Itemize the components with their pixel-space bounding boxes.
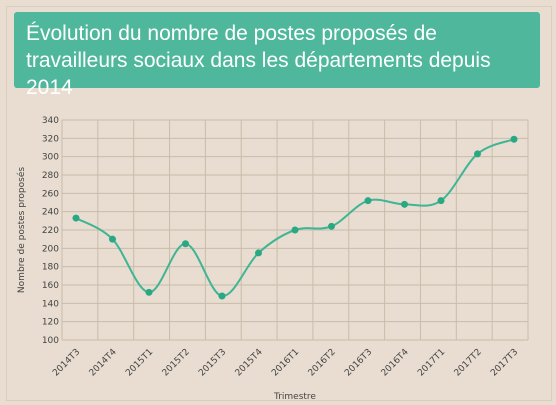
y-tick-label: 100 [42, 336, 59, 346]
y-tick-label: 280 [42, 171, 59, 181]
x-tick-label: 2016T3 [343, 347, 374, 378]
data-point [437, 197, 445, 205]
y-tick-label: 200 [42, 244, 59, 254]
x-tick-label: 2015T1 [124, 347, 155, 378]
data-point [364, 197, 372, 205]
data-point [401, 200, 408, 208]
series-points [72, 135, 518, 300]
x-tick-label: 2015T3 [197, 347, 228, 378]
y-tick-label: 240 [42, 208, 59, 218]
data-point [109, 235, 116, 243]
data-point [510, 135, 518, 143]
chart-title: Évolution du nombre de postes proposés d… [26, 22, 491, 99]
x-tick-label: 2016T1 [270, 347, 301, 378]
y-tick-label: 300 [42, 153, 59, 163]
title-banner: Évolution du nombre de postes proposés d… [14, 12, 540, 99]
x-tick-label: 2015T4 [234, 347, 265, 378]
data-point [145, 288, 153, 296]
x-axis-title: Trimestre [273, 392, 316, 402]
data-point [328, 222, 335, 230]
data-point [255, 249, 262, 257]
y-tick-label: 140 [42, 299, 59, 309]
chart-grid [61, 119, 529, 341]
y-tick-label: 260 [42, 189, 59, 199]
x-tick-label: 2017T1 [416, 347, 447, 378]
x-tick-label: 2016T2 [307, 347, 338, 378]
data-point [291, 226, 299, 234]
series-line [75, 138, 515, 297]
x-axis-ticks: 2014T3 2014T4 2015T1 2015T2 2015T3 2015T4 2016… [51, 347, 520, 378]
y-axis-title: Nombre de postes proposés [16, 167, 27, 293]
data-point [72, 214, 80, 222]
y-axis-ticks: 100 120 140 160 180 200 220 240 260 280 300 320 340 [42, 116, 59, 346]
x-tick-label: 2015T2 [161, 347, 192, 378]
y-tick-label: 180 [42, 263, 59, 273]
x-tick-label: 2017T3 [489, 347, 520, 378]
data-point [182, 240, 189, 248]
data-point [218, 292, 226, 300]
x-tick-label: 2014T3 [51, 347, 82, 378]
y-tick-label: 120 [42, 318, 59, 328]
x-tick-label: 2017T2 [453, 347, 484, 378]
y-tick-label: 160 [42, 281, 59, 291]
x-tick-label: 2014T4 [88, 347, 119, 378]
x-tick-label: 2016T4 [380, 347, 411, 378]
y-tick-label: 340 [42, 116, 59, 126]
y-tick-label: 320 [42, 134, 59, 144]
y-tick-label: 220 [42, 226, 59, 236]
data-point [474, 150, 481, 158]
